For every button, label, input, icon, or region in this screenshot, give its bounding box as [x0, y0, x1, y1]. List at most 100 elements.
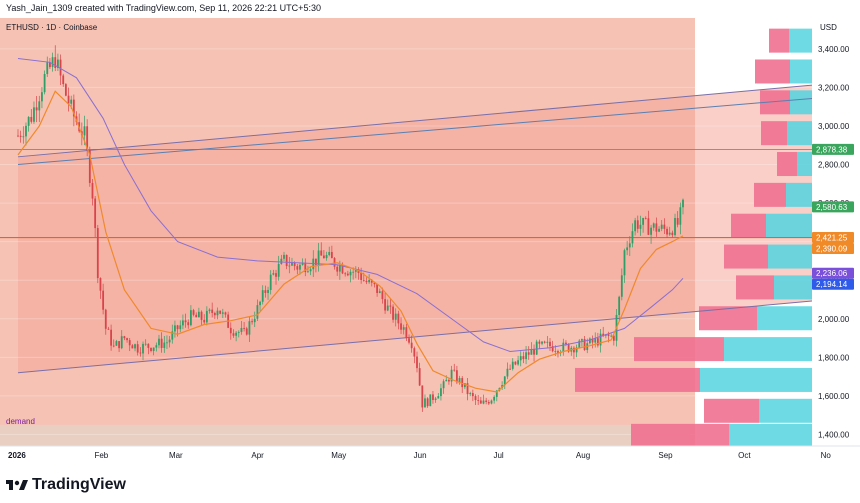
candle-body — [469, 393, 472, 395]
candle-body — [288, 265, 291, 267]
candle-body — [575, 347, 578, 353]
candle-body — [277, 263, 280, 277]
time-tick-label: 2026 — [8, 451, 26, 460]
candle-body — [264, 290, 267, 293]
candle-body — [152, 347, 155, 351]
candle-body — [27, 116, 30, 126]
candle-body — [658, 228, 660, 232]
vp-pink-bar — [634, 337, 724, 362]
price-tick-label: 2,000.00 — [818, 315, 850, 324]
candle-body — [450, 369, 453, 382]
vp-cyan-bar — [774, 275, 812, 300]
candle-body — [291, 262, 293, 266]
candle-body — [59, 59, 62, 76]
candle-body — [506, 368, 509, 377]
candles[interactable] — [17, 45, 684, 412]
candle-body — [533, 348, 535, 355]
candle-body — [448, 379, 450, 382]
candle-body — [352, 271, 355, 273]
drawing-lines — [0, 84, 812, 374]
candle-body — [554, 351, 557, 352]
candle-body — [639, 224, 642, 229]
tradingview-logo[interactable]: TradingView — [6, 476, 126, 494]
candle-body — [581, 339, 583, 341]
candle-body — [179, 325, 182, 330]
vp-cyan-bar — [724, 337, 812, 362]
candle-body — [421, 385, 424, 408]
candle-body — [397, 313, 400, 324]
candle-body — [336, 266, 339, 272]
candle-body — [628, 243, 631, 248]
candle-body — [370, 279, 373, 283]
candle-body — [163, 342, 166, 348]
candle-body — [131, 345, 134, 349]
candle-body — [22, 136, 25, 138]
candle-body — [253, 318, 256, 323]
price-label-box — [812, 243, 854, 255]
vp-cyan-bar — [797, 152, 812, 177]
price-axis-bg — [812, 18, 860, 446]
currency-label: USD — [820, 23, 837, 32]
candle-body — [17, 135, 19, 137]
candle-body — [668, 232, 671, 235]
candle-body — [618, 296, 621, 315]
candle-body — [674, 218, 676, 236]
candle-body — [471, 393, 474, 397]
candle-body — [219, 310, 222, 314]
candle-body — [299, 264, 301, 270]
price-labels: 2,878.38 2,580.63 2,421.25 2,390.09 2,236.06… — [812, 143, 854, 290]
candle-body — [477, 400, 480, 401]
candle-body — [338, 265, 341, 272]
candle-body — [285, 254, 288, 267]
candle-body — [623, 250, 626, 276]
tradingview-logo-icon — [6, 480, 28, 490]
candle-body — [51, 57, 54, 68]
price-tick-label: 3,200.00 — [818, 83, 850, 92]
time-tick-label: Jul — [493, 451, 503, 460]
candle-body — [511, 361, 514, 369]
candle-body — [142, 343, 144, 354]
candle-body — [631, 231, 634, 244]
candle-body — [197, 311, 200, 318]
candle-body — [346, 273, 349, 276]
candle-body — [445, 379, 448, 382]
candle-body — [72, 99, 75, 117]
vp-cyan-bar — [766, 213, 812, 238]
vp-pink-bar — [731, 213, 766, 238]
candle-body — [400, 323, 402, 330]
candle-body — [373, 282, 376, 285]
candle-body — [589, 338, 591, 344]
candle-body — [607, 334, 610, 337]
candle-body — [599, 333, 602, 346]
candle-body — [112, 345, 115, 347]
vp-cyan-bar — [729, 423, 812, 446]
candle-body — [652, 223, 655, 228]
candle-body — [296, 266, 299, 270]
candle-body — [453, 369, 456, 371]
candle-body — [171, 331, 174, 340]
candle-body — [392, 306, 394, 320]
price-axis[interactable]: 1,400.001,600.001,800.002,000.002,200.00… — [812, 18, 860, 446]
candle-body — [120, 336, 123, 349]
demand-zone — [0, 424, 690, 446]
price-chart[interactable]: 1,400.001,600.001,800.002,000.002,200.00… — [0, 0, 860, 468]
candle-body — [437, 396, 440, 399]
candle-body — [644, 218, 647, 219]
candle-body — [525, 352, 527, 360]
candle-body — [519, 356, 522, 361]
time-axis[interactable]: 2026 Feb Mar Apr May Jun Jul Aug Sep Oct No — [0, 445, 860, 468]
candle-body — [147, 343, 150, 348]
candle-body — [594, 338, 597, 343]
candle-body — [514, 361, 517, 365]
candle-body — [543, 341, 546, 343]
candle-body — [240, 327, 243, 332]
candle-body — [107, 328, 110, 330]
vp-cyan-bar — [787, 121, 812, 146]
candle-body — [418, 368, 421, 386]
moving-averages — [17, 58, 684, 393]
candle-body — [461, 378, 464, 388]
volume-profile — [575, 28, 812, 446]
candle-body — [304, 262, 307, 273]
candle-body — [602, 333, 605, 336]
candle-body — [442, 381, 445, 389]
